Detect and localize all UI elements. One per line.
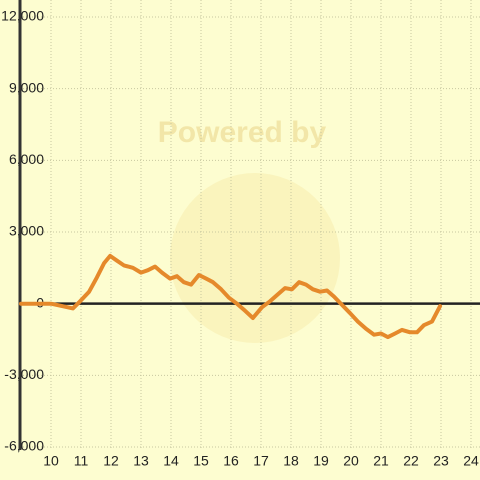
x-tick-label: 11 bbox=[74, 453, 89, 469]
x-tick-label: 20 bbox=[343, 453, 359, 469]
y-tick-label: 3,000 bbox=[9, 223, 44, 239]
x-tick-label: 22 bbox=[403, 453, 419, 469]
x-tick-label: 17 bbox=[253, 453, 269, 469]
x-tick-label: 23 bbox=[433, 453, 449, 469]
y-tick-label: 9,000 bbox=[9, 79, 44, 95]
x-tick-label: 21 bbox=[373, 453, 389, 469]
watermark: Powered by bbox=[158, 116, 327, 149]
y-tick-label: -3,000 bbox=[4, 366, 44, 382]
x-tick-label: 24 bbox=[463, 453, 479, 469]
x-tick-label: 10 bbox=[43, 453, 59, 469]
x-tick-label: 18 bbox=[283, 453, 299, 469]
series-line bbox=[19, 253, 443, 340]
x-tick-label: 12 bbox=[103, 453, 119, 469]
watermark-logo bbox=[170, 173, 340, 343]
x-tick-label: 15 bbox=[193, 453, 209, 469]
y-tick-label: 6,000 bbox=[9, 151, 44, 167]
x-tick-label: 19 bbox=[313, 453, 329, 469]
x-tick-label: 16 bbox=[223, 453, 239, 469]
y-tick-label: -6,000 bbox=[4, 438, 44, 454]
x-tick-label: 14 bbox=[163, 453, 179, 469]
y-tick-label: 12,000 bbox=[1, 8, 44, 24]
x-tick-label: 13 bbox=[133, 453, 149, 469]
